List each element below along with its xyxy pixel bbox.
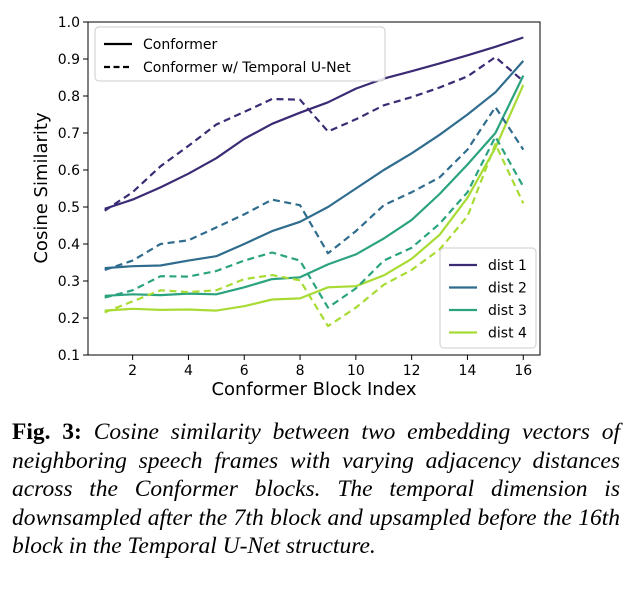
caption-label: Fig. 3: <box>12 419 82 445</box>
legend-distance: dist 1 dist 2 dist 3 dist 4 <box>439 247 537 349</box>
series-line-dist-4-solid <box>104 84 525 312</box>
legend-label: dist 4 <box>488 326 527 342</box>
y-tick-label: 0.5 <box>58 200 80 216</box>
y-tick-label: 0.2 <box>58 311 80 327</box>
y-tick-label: 0.8 <box>58 89 80 105</box>
y-tick-label: 0.7 <box>58 126 80 142</box>
x-tick-label: 6 <box>240 363 249 379</box>
plot-area <box>104 36 525 328</box>
y-tick-label: 0.6 <box>58 163 80 179</box>
legend-box <box>439 247 537 349</box>
caption-text: Cosine similarity between two embedding … <box>12 419 620 559</box>
y-tick-label: 0.1 <box>58 348 80 364</box>
legend-label: dist 1 <box>488 258 527 274</box>
x-tick-label: 16 <box>514 363 532 379</box>
y-tick-label: 0.9 <box>58 52 80 68</box>
y-tick-label: 0.3 <box>58 274 80 290</box>
x-tick-label: 10 <box>347 363 365 379</box>
y-tick-label: 1.0 <box>58 15 80 31</box>
series-line-dist-1-solid <box>104 36 524 210</box>
x-tick-label: 8 <box>296 363 305 379</box>
legend-line-style: Conformer Conformer w/ Temporal U-Net <box>94 26 386 82</box>
x-tick-label: 14 <box>459 363 477 379</box>
series-line-dist-3-dashed <box>104 135 525 309</box>
series-line-dist-2-solid <box>104 60 525 270</box>
legend-label: dist 2 <box>488 281 527 297</box>
x-tick-label: 2 <box>128 363 137 379</box>
plot-frame <box>87 21 541 356</box>
x-axis-label: Conformer Block Index <box>211 379 416 400</box>
x-tick-label: 12 <box>403 363 421 379</box>
y-tick-label: 0.4 <box>58 237 80 253</box>
legend-label: dist 3 <box>488 303 527 319</box>
series-line-dist-2-dashed <box>104 105 525 271</box>
axes: 2 4 6 8 10 12 14 16 0.1 0.2 0.3 0.4 0.5 0.6 0.7 0.8 0.9 1… <box>58 15 541 379</box>
x-tick-label: 4 <box>184 363 193 379</box>
series-line-dist-3-solid <box>104 75 525 297</box>
legend-box <box>94 26 386 82</box>
line-chart: 2 4 6 8 10 12 14 16 0.1 0.2 0.3 0.4 0.5 0.6 0.7 0.8 0.9 1… <box>31 15 541 400</box>
legend-label: Conformer <box>143 37 217 53</box>
series-line-dist-4-dashed <box>104 143 525 328</box>
legend-label: Conformer w/ Temporal U-Net <box>143 60 351 76</box>
y-axis-label: Cosine Similarity <box>31 112 52 264</box>
figure-caption: Fig. 3: Cosine similarity between two em… <box>12 418 620 561</box>
series-line-dist-1-dashed <box>104 55 525 212</box>
